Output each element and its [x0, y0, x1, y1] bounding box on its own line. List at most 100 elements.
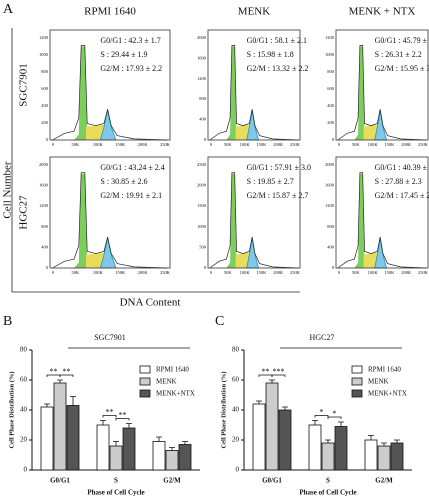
y-tick-label: 200 — [41, 120, 49, 125]
x-tick-label: 250K — [290, 142, 301, 147]
y-tick-label: 800 — [41, 69, 49, 74]
error-bar — [269, 379, 275, 383]
y-tick-label: 800 — [41, 224, 49, 229]
g1-peak — [354, 46, 368, 140]
phase-stat: G2/M : 15.87 ± 2.7 — [247, 191, 309, 200]
x-tick-label: 200K — [273, 270, 284, 275]
significance-bracket — [271, 374, 286, 377]
g1-peak — [74, 46, 91, 140]
y-tick-label: 200 — [327, 120, 335, 125]
bar — [334, 426, 348, 471]
phase-stat: G0/G1 : 40.39 ± 2.0 — [375, 163, 429, 172]
plot-frame — [335, 156, 429, 269]
y-tick-label: 20 — [232, 436, 240, 444]
y-tick-label: 1000 — [197, 224, 207, 229]
y-tick-label: 1200 — [325, 203, 335, 208]
x-tick-label: 150K — [384, 270, 395, 275]
x-tick-label: 150K — [256, 142, 267, 147]
significance-label: ** — [262, 367, 270, 376]
significance-bracket — [102, 415, 117, 418]
y-tick-label: 0 — [46, 137, 49, 142]
error-bar — [156, 436, 162, 442]
error-bar — [338, 421, 344, 427]
x-tick-label: 150K — [384, 142, 395, 147]
y-tick-label: 400 — [41, 103, 49, 108]
x-tick-label: 150K — [115, 142, 126, 147]
x-tick-label: 250K — [418, 270, 429, 275]
y-tick-label: 800 — [199, 96, 207, 101]
y-tick-label: 0 — [46, 265, 49, 270]
legend-label: MENK+NTX — [368, 390, 407, 398]
error-bar — [126, 423, 132, 428]
error-bar — [256, 400, 262, 404]
x-tick-label: 200K — [138, 270, 149, 275]
plot-frame — [207, 29, 301, 141]
plot-frame — [49, 29, 171, 141]
phase-stat: G0/G1 : 58.1 ± 2.1 — [247, 36, 307, 45]
x-axis-label: DNA Content — [120, 297, 181, 309]
y-tick-label: 1600 — [197, 55, 207, 60]
bar — [96, 424, 110, 471]
y-tick-label: 400 — [199, 117, 207, 122]
y-tick-label: 400 — [327, 103, 335, 108]
bar — [165, 450, 179, 471]
significance-label: ** — [50, 367, 58, 376]
bar — [53, 382, 67, 471]
panel-label: B — [3, 314, 12, 329]
phase-stat: G2/M : 19.91 ± 2.1 — [100, 191, 162, 200]
bar — [377, 445, 391, 471]
y-tick-label: 1200 — [39, 35, 49, 40]
column-title: RPMI 1640 — [84, 6, 136, 18]
x-tick-label: 0 — [210, 142, 213, 147]
y-tick-label: 1200 — [197, 76, 207, 81]
y-tick-label: 1200 — [325, 35, 335, 40]
y-tick-label: 60 — [20, 376, 28, 384]
chart-title: HGC27 — [310, 333, 335, 342]
phase-stat: G0/G1 : 43.24 ± 2.4 — [100, 163, 164, 172]
x-axis-label: Phase of Cell Cycle — [87, 489, 144, 497]
x-tick-label: 50K — [72, 142, 81, 147]
row-title: SGC7901 — [18, 63, 30, 106]
legend-swatch — [351, 365, 363, 374]
significance-label: * — [333, 409, 337, 418]
x-tick-label: 0 — [210, 270, 213, 275]
y-tick-label: 1000 — [39, 52, 49, 57]
error-bar — [312, 420, 318, 425]
bar — [66, 405, 80, 471]
phase-stat: G2/M : 13.32 ± 2.2 — [247, 64, 309, 73]
phase-stat: G2/M : 15.95 ± 3.1 — [375, 64, 429, 73]
y-tick-label: 500 — [199, 244, 207, 249]
x-tick-label: G2/M — [163, 477, 181, 485]
x-tick-label: 200K — [273, 142, 284, 147]
histogram-outline — [52, 45, 168, 141]
error-bar — [394, 439, 400, 443]
x-tick-label: 250K — [290, 270, 301, 275]
y-tick-label: 80 — [232, 346, 240, 354]
bar — [152, 441, 166, 471]
x-tick-label: 50K — [224, 142, 233, 147]
y-tick-label: 400 — [327, 244, 335, 249]
significance-bracket — [314, 415, 329, 418]
bar — [252, 403, 266, 471]
x-tick-label: 100K — [240, 142, 251, 147]
chart-title: SGC7901 — [94, 333, 126, 342]
x-tick-label: 50K — [224, 270, 233, 275]
y-tick-label: 1000 — [325, 52, 335, 57]
x-tick-label: 250K — [418, 142, 429, 147]
phase-stat: G0/G1 : 45.79 ± 2.6 — [375, 36, 429, 45]
x-tick-label: 0 — [52, 142, 55, 147]
error-bar — [169, 447, 175, 451]
x-tick-label: S — [114, 477, 118, 485]
phase-stat: G2/M : 17.93 ± 2.2 — [100, 64, 162, 73]
significance-label: ** — [63, 367, 71, 376]
g1-peak — [354, 173, 368, 268]
bar — [178, 444, 192, 471]
error-bar — [70, 396, 76, 406]
y-tick-label: 0 — [236, 466, 240, 474]
x-tick-label: 100K — [93, 142, 104, 147]
y-tick-label: 80 — [20, 346, 28, 354]
x-tick-label: G2/M — [375, 477, 393, 485]
y-tick-label: 1200 — [39, 203, 49, 208]
legend-swatch — [351, 389, 363, 398]
x-axis-label: Phase of Cell Cycle — [299, 489, 356, 497]
